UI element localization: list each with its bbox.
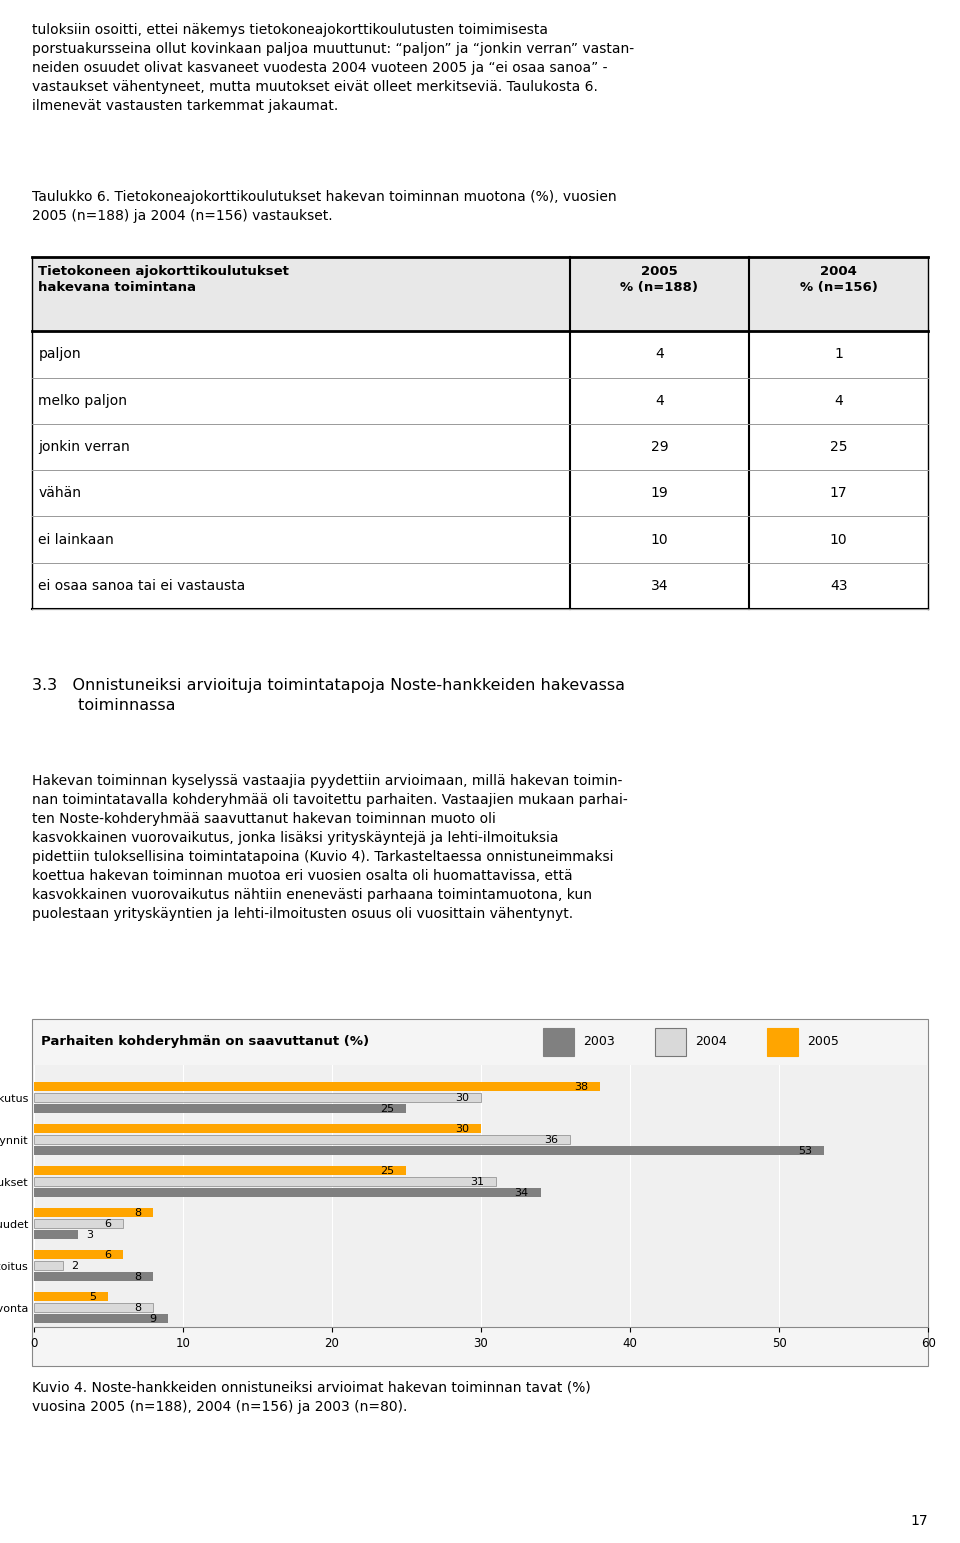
Text: ei lainkaan: ei lainkaan bbox=[38, 532, 114, 546]
Bar bbox=[34, 1136, 570, 1145]
Text: 1: 1 bbox=[834, 347, 843, 361]
Bar bbox=[34, 1188, 540, 1197]
Bar bbox=[34, 1208, 153, 1217]
Text: Tietokoneen ajokorttikoulutukset
hakevana toimintana: Tietokoneen ajokorttikoulutukset hakevan… bbox=[38, 265, 289, 295]
Text: 19: 19 bbox=[651, 486, 668, 500]
Text: 53: 53 bbox=[798, 1145, 812, 1156]
Text: 2005
% (n=188): 2005 % (n=188) bbox=[620, 265, 698, 295]
Text: 17: 17 bbox=[911, 1514, 928, 1528]
Text: Taulukko 6. Tietokoneajokorttikoulutukset hakevan toiminnan muotona (%), vuosien: Taulukko 6. Tietokoneajokorttikoulutukse… bbox=[32, 190, 616, 224]
Text: 2: 2 bbox=[71, 1261, 78, 1271]
Bar bbox=[34, 1082, 600, 1091]
Text: 3.3   Onnistuneiksi arvioituja toimintatapoja Noste-hankkeiden hakevassa
       : 3.3 Onnistuneiksi arvioituja toimintatap… bbox=[32, 679, 625, 713]
Text: 34: 34 bbox=[515, 1188, 529, 1197]
Text: ei osaa sanoa tai ei vastausta: ei osaa sanoa tai ei vastausta bbox=[38, 579, 246, 593]
Text: 10: 10 bbox=[829, 532, 848, 546]
Bar bbox=[34, 1219, 123, 1228]
Text: 30: 30 bbox=[455, 1123, 469, 1134]
Bar bbox=[34, 1125, 481, 1134]
Text: 8: 8 bbox=[133, 1271, 141, 1282]
Bar bbox=[34, 1230, 79, 1239]
Text: 2004
% (n=156): 2004 % (n=156) bbox=[800, 265, 877, 295]
Bar bbox=[542, 1028, 574, 1055]
Bar bbox=[34, 1291, 108, 1301]
Text: 17: 17 bbox=[829, 486, 848, 500]
Text: 4: 4 bbox=[655, 393, 663, 407]
Text: jonkin verran: jonkin verran bbox=[38, 440, 131, 454]
Text: 6: 6 bbox=[104, 1250, 111, 1259]
Text: 9: 9 bbox=[149, 1313, 156, 1324]
Text: Parhaiten kohderyhmän on saavuttanut (%): Parhaiten kohderyhmän on saavuttanut (%) bbox=[40, 1035, 369, 1048]
Text: 43: 43 bbox=[829, 579, 848, 593]
Bar bbox=[34, 1315, 168, 1324]
Bar bbox=[34, 1146, 824, 1156]
Text: 31: 31 bbox=[470, 1177, 484, 1187]
Text: 6: 6 bbox=[104, 1219, 111, 1228]
Bar bbox=[34, 1250, 123, 1259]
Text: 36: 36 bbox=[544, 1134, 559, 1145]
Text: 2004: 2004 bbox=[695, 1035, 727, 1048]
Bar bbox=[767, 1028, 799, 1055]
Text: 8: 8 bbox=[133, 1208, 141, 1217]
Text: paljon: paljon bbox=[38, 347, 81, 361]
Text: 25: 25 bbox=[380, 1167, 395, 1176]
Text: Hakevan toiminnan kyselyssä vastaajia pyydettiin arvioimaan, millä hakevan toimi: Hakevan toiminnan kyselyssä vastaajia py… bbox=[32, 775, 628, 921]
Text: 29: 29 bbox=[651, 440, 668, 454]
Text: tuloksiin osoitti, ettei näkemys tietokoneajokorttikoulutusten toimimisesta
pors: tuloksiin osoitti, ettei näkemys tietoko… bbox=[32, 23, 634, 113]
Text: 4: 4 bbox=[834, 393, 843, 407]
Text: 10: 10 bbox=[651, 532, 668, 546]
Bar bbox=[34, 1177, 496, 1187]
Text: 38: 38 bbox=[574, 1082, 588, 1092]
Text: 5: 5 bbox=[89, 1291, 96, 1302]
Bar bbox=[34, 1302, 153, 1312]
Text: 30: 30 bbox=[455, 1092, 469, 1103]
Bar bbox=[34, 1271, 153, 1281]
Text: 3: 3 bbox=[85, 1230, 93, 1239]
Text: 4: 4 bbox=[655, 347, 663, 361]
Text: 34: 34 bbox=[651, 579, 668, 593]
Bar bbox=[32, 258, 928, 332]
Bar bbox=[34, 1167, 406, 1176]
Bar bbox=[655, 1028, 686, 1055]
Text: 2003: 2003 bbox=[583, 1035, 614, 1048]
Text: 2005: 2005 bbox=[807, 1035, 839, 1048]
Bar bbox=[32, 1018, 928, 1366]
Bar bbox=[34, 1092, 481, 1102]
Bar bbox=[34, 1261, 63, 1270]
Text: 8: 8 bbox=[133, 1302, 141, 1313]
Text: 25: 25 bbox=[829, 440, 848, 454]
Text: vähän: vähän bbox=[38, 486, 82, 500]
Text: Kuvio 4. Noste-hankkeiden onnistuneiksi arvioimat hakevan toiminnan tavat (%)
vu: Kuvio 4. Noste-hankkeiden onnistuneiksi … bbox=[32, 1381, 590, 1413]
Text: 25: 25 bbox=[380, 1103, 395, 1114]
Text: melko paljon: melko paljon bbox=[38, 393, 128, 407]
Bar bbox=[34, 1103, 406, 1113]
